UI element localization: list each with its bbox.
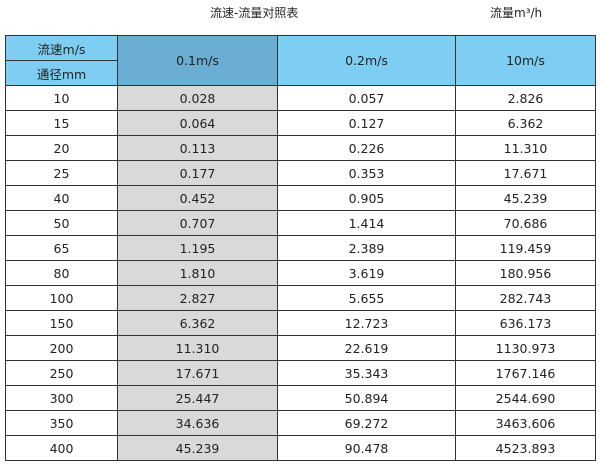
flow-cell: 70.686 — [455, 210, 596, 236]
unit-label: 流量m³/h — [490, 6, 543, 20]
flow-cell: 282.743 — [455, 285, 596, 311]
diameter-cell: 250 — [5, 360, 118, 386]
flow-cell: 2.827 — [117, 285, 278, 311]
flow-cell: 34.636 — [117, 410, 278, 436]
diameter-cell: 400 — [5, 435, 118, 461]
diameter-cell: 300 — [5, 385, 118, 411]
table-row: 50 0.707 1.414 70.686 — [5, 210, 596, 236]
flow-cell: 3.619 — [277, 260, 456, 286]
diameter-cell: 20 — [5, 135, 118, 161]
flow-cell: 17.671 — [455, 160, 596, 186]
table-row: 350 34.636 69.272 3463.606 — [5, 410, 596, 436]
flow-cell: 90.478 — [277, 435, 456, 461]
flow-cell: 6.362 — [455, 110, 596, 136]
table-row: 400 45.239 90.478 4523.893 — [5, 435, 596, 461]
flow-cell: 35.343 — [277, 360, 456, 386]
flow-cell: 1.810 — [117, 260, 278, 286]
flow-cell: 0.905 — [277, 185, 456, 211]
table-row: 15 0.064 0.127 6.362 — [5, 110, 596, 136]
header-row: 流速m/s 0.1m/s 0.2m/s 10m/s — [5, 35, 596, 86]
flow-cell: 22.619 — [277, 335, 456, 361]
flow-cell: 45.239 — [455, 185, 596, 211]
flow-cell: 11.310 — [117, 335, 278, 361]
diameter-cell: 150 — [5, 310, 118, 336]
diameter-cell: 80 — [5, 260, 118, 286]
flow-cell: 180.956 — [455, 260, 596, 286]
table-row: 40 0.452 0.905 45.239 — [5, 185, 596, 211]
table-row: 300 25.447 50.894 2544.690 — [5, 385, 596, 411]
table-row: 80 1.810 3.619 180.956 — [5, 260, 596, 286]
flow-cell: 69.272 — [277, 410, 456, 436]
table-row: 10 0.028 0.057 2.826 — [5, 85, 596, 111]
flow-cell: 6.362 — [117, 310, 278, 336]
flow-cell: 11.310 — [455, 135, 596, 161]
diameter-cell: 100 — [5, 285, 118, 311]
table-row: 25 0.177 0.353 17.671 — [5, 160, 596, 186]
table-row: 100 2.827 5.655 282.743 — [5, 285, 596, 311]
flow-cell: 0.353 — [277, 160, 456, 186]
diameter-cell: 25 — [5, 160, 118, 186]
flow-cell: 2.826 — [455, 85, 596, 111]
flow-cell: 4523.893 — [455, 435, 596, 461]
flow-cell: 0.177 — [117, 160, 278, 186]
diameter-cell: 40 — [5, 185, 118, 211]
flow-cell: 0.127 — [277, 110, 456, 136]
flow-cell: 3463.606 — [455, 410, 596, 436]
table-row: 20 0.113 0.226 11.310 — [5, 135, 596, 161]
flow-cell: 0.226 — [277, 135, 456, 161]
flow-cell: 25.447 — [117, 385, 278, 411]
diameter-cell: 15 — [5, 110, 118, 136]
flow-cell: 2.389 — [277, 235, 456, 261]
flow-cell: 0.064 — [117, 110, 278, 136]
flow-cell: 0.057 — [277, 85, 456, 111]
table-row: 200 11.310 22.619 1130.973 — [5, 335, 596, 361]
velocity-label: 流速m/s — [5, 35, 118, 61]
table-title: 流速-流量对照表 — [210, 6, 299, 20]
diameter-cell: 200 — [5, 335, 118, 361]
flow-cell: 0.707 — [117, 210, 278, 236]
flow-cell: 45.239 — [117, 435, 278, 461]
column-header: 10m/s — [455, 35, 596, 86]
table-row: 150 6.362 12.723 636.173 — [5, 310, 596, 336]
flow-cell: 1767.146 — [455, 360, 596, 386]
velocity-flow-table: 流速m/s 0.1m/s 0.2m/s 10m/s 通径mm 10 0.028 0.… — [5, 35, 596, 461]
diameter-cell: 65 — [5, 235, 118, 261]
diameter-cell: 350 — [5, 410, 118, 436]
flow-cell: 0.452 — [117, 185, 278, 211]
column-header: 0.2m/s — [277, 35, 456, 86]
column-header: 0.1m/s — [117, 35, 278, 86]
header-row: 通径mm — [5, 60, 596, 86]
flow-cell: 1130.973 — [455, 335, 596, 361]
table-row: 65 1.195 2.389 119.459 — [5, 235, 596, 261]
flow-cell: 119.459 — [455, 235, 596, 261]
flow-cell: 0.113 — [117, 135, 278, 161]
flow-cell: 2544.690 — [455, 385, 596, 411]
flow-cell: 1.195 — [117, 235, 278, 261]
flow-cell: 12.723 — [277, 310, 456, 336]
table-row: 250 17.671 35.343 1767.146 — [5, 360, 596, 386]
flow-cell: 636.173 — [455, 310, 596, 336]
flow-cell: 17.671 — [117, 360, 278, 386]
flow-cell: 0.028 — [117, 85, 278, 111]
diameter-cell: 50 — [5, 210, 118, 236]
diameter-label: 通径mm — [5, 60, 118, 86]
flow-cell: 1.414 — [277, 210, 456, 236]
diameter-cell: 10 — [5, 85, 118, 111]
flow-cell: 5.655 — [277, 285, 456, 311]
flow-cell: 50.894 — [277, 385, 456, 411]
